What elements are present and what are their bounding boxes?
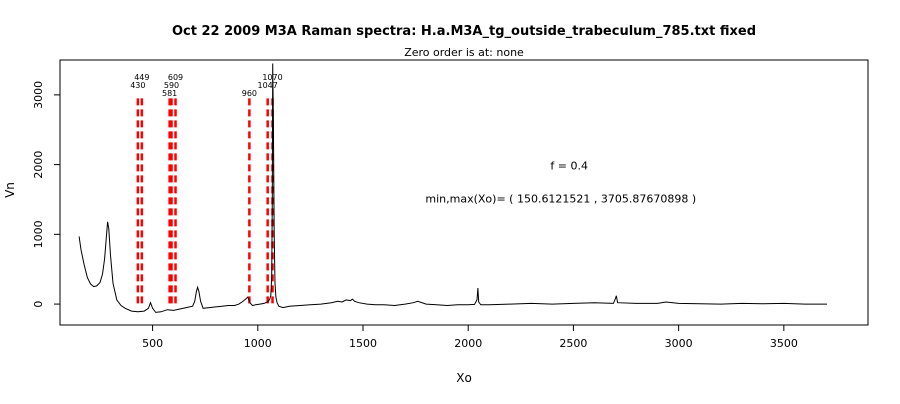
x-axis-label: Xo	[456, 371, 472, 385]
y-axis-ticks: 0 1000 2000 3000	[32, 81, 60, 308]
x-tick-label: 2500	[559, 337, 587, 350]
peak-marker-label: 590	[164, 81, 179, 90]
x-tick-label: 2000	[454, 337, 482, 350]
y-tick-label: 3000	[32, 81, 45, 109]
chart-annotations: f = 0.4 min,max(Xo)= ( 150.6121521 , 3705…	[425, 159, 696, 205]
x-tick-label: 3000	[665, 337, 693, 350]
peak-marker-label: 449	[134, 73, 149, 82]
spectrum-series-line	[78, 63, 827, 313]
peak-markers	[136, 98, 274, 305]
peak-marker-label: 609	[168, 73, 183, 82]
y-tick-label: 0	[32, 301, 45, 308]
peak-marker-label: 430	[130, 81, 145, 90]
plot-frame	[59, 59, 869, 326]
x-tick-label: 1500	[349, 337, 377, 350]
y-tick-label: 1000	[32, 220, 45, 248]
y-tick-label: 2000	[32, 151, 45, 179]
x-axis-ticks: 500 1000 1500 2000 2500 3000 3500	[142, 325, 798, 350]
peak-marker-label: 960	[242, 89, 257, 98]
chart-annotation: f = 0.4	[550, 159, 588, 172]
chart-subtitle: Zero order is at: none	[404, 46, 524, 59]
x-tick-label: 500	[142, 337, 163, 350]
peak-marker-label: 581	[162, 89, 177, 98]
x-tick-label: 3500	[770, 337, 798, 350]
x-tick-label: 1000	[244, 337, 272, 350]
y-axis-label: Vn	[3, 182, 17, 198]
chart-title: Oct 22 2009 M3A Raman spectra: H.a.M3A_t…	[172, 24, 756, 39]
peak-marker-label: 1047	[258, 81, 278, 90]
chart-annotation: min,max(Xo)= ( 150.6121521 , 3705.876708…	[425, 192, 696, 205]
